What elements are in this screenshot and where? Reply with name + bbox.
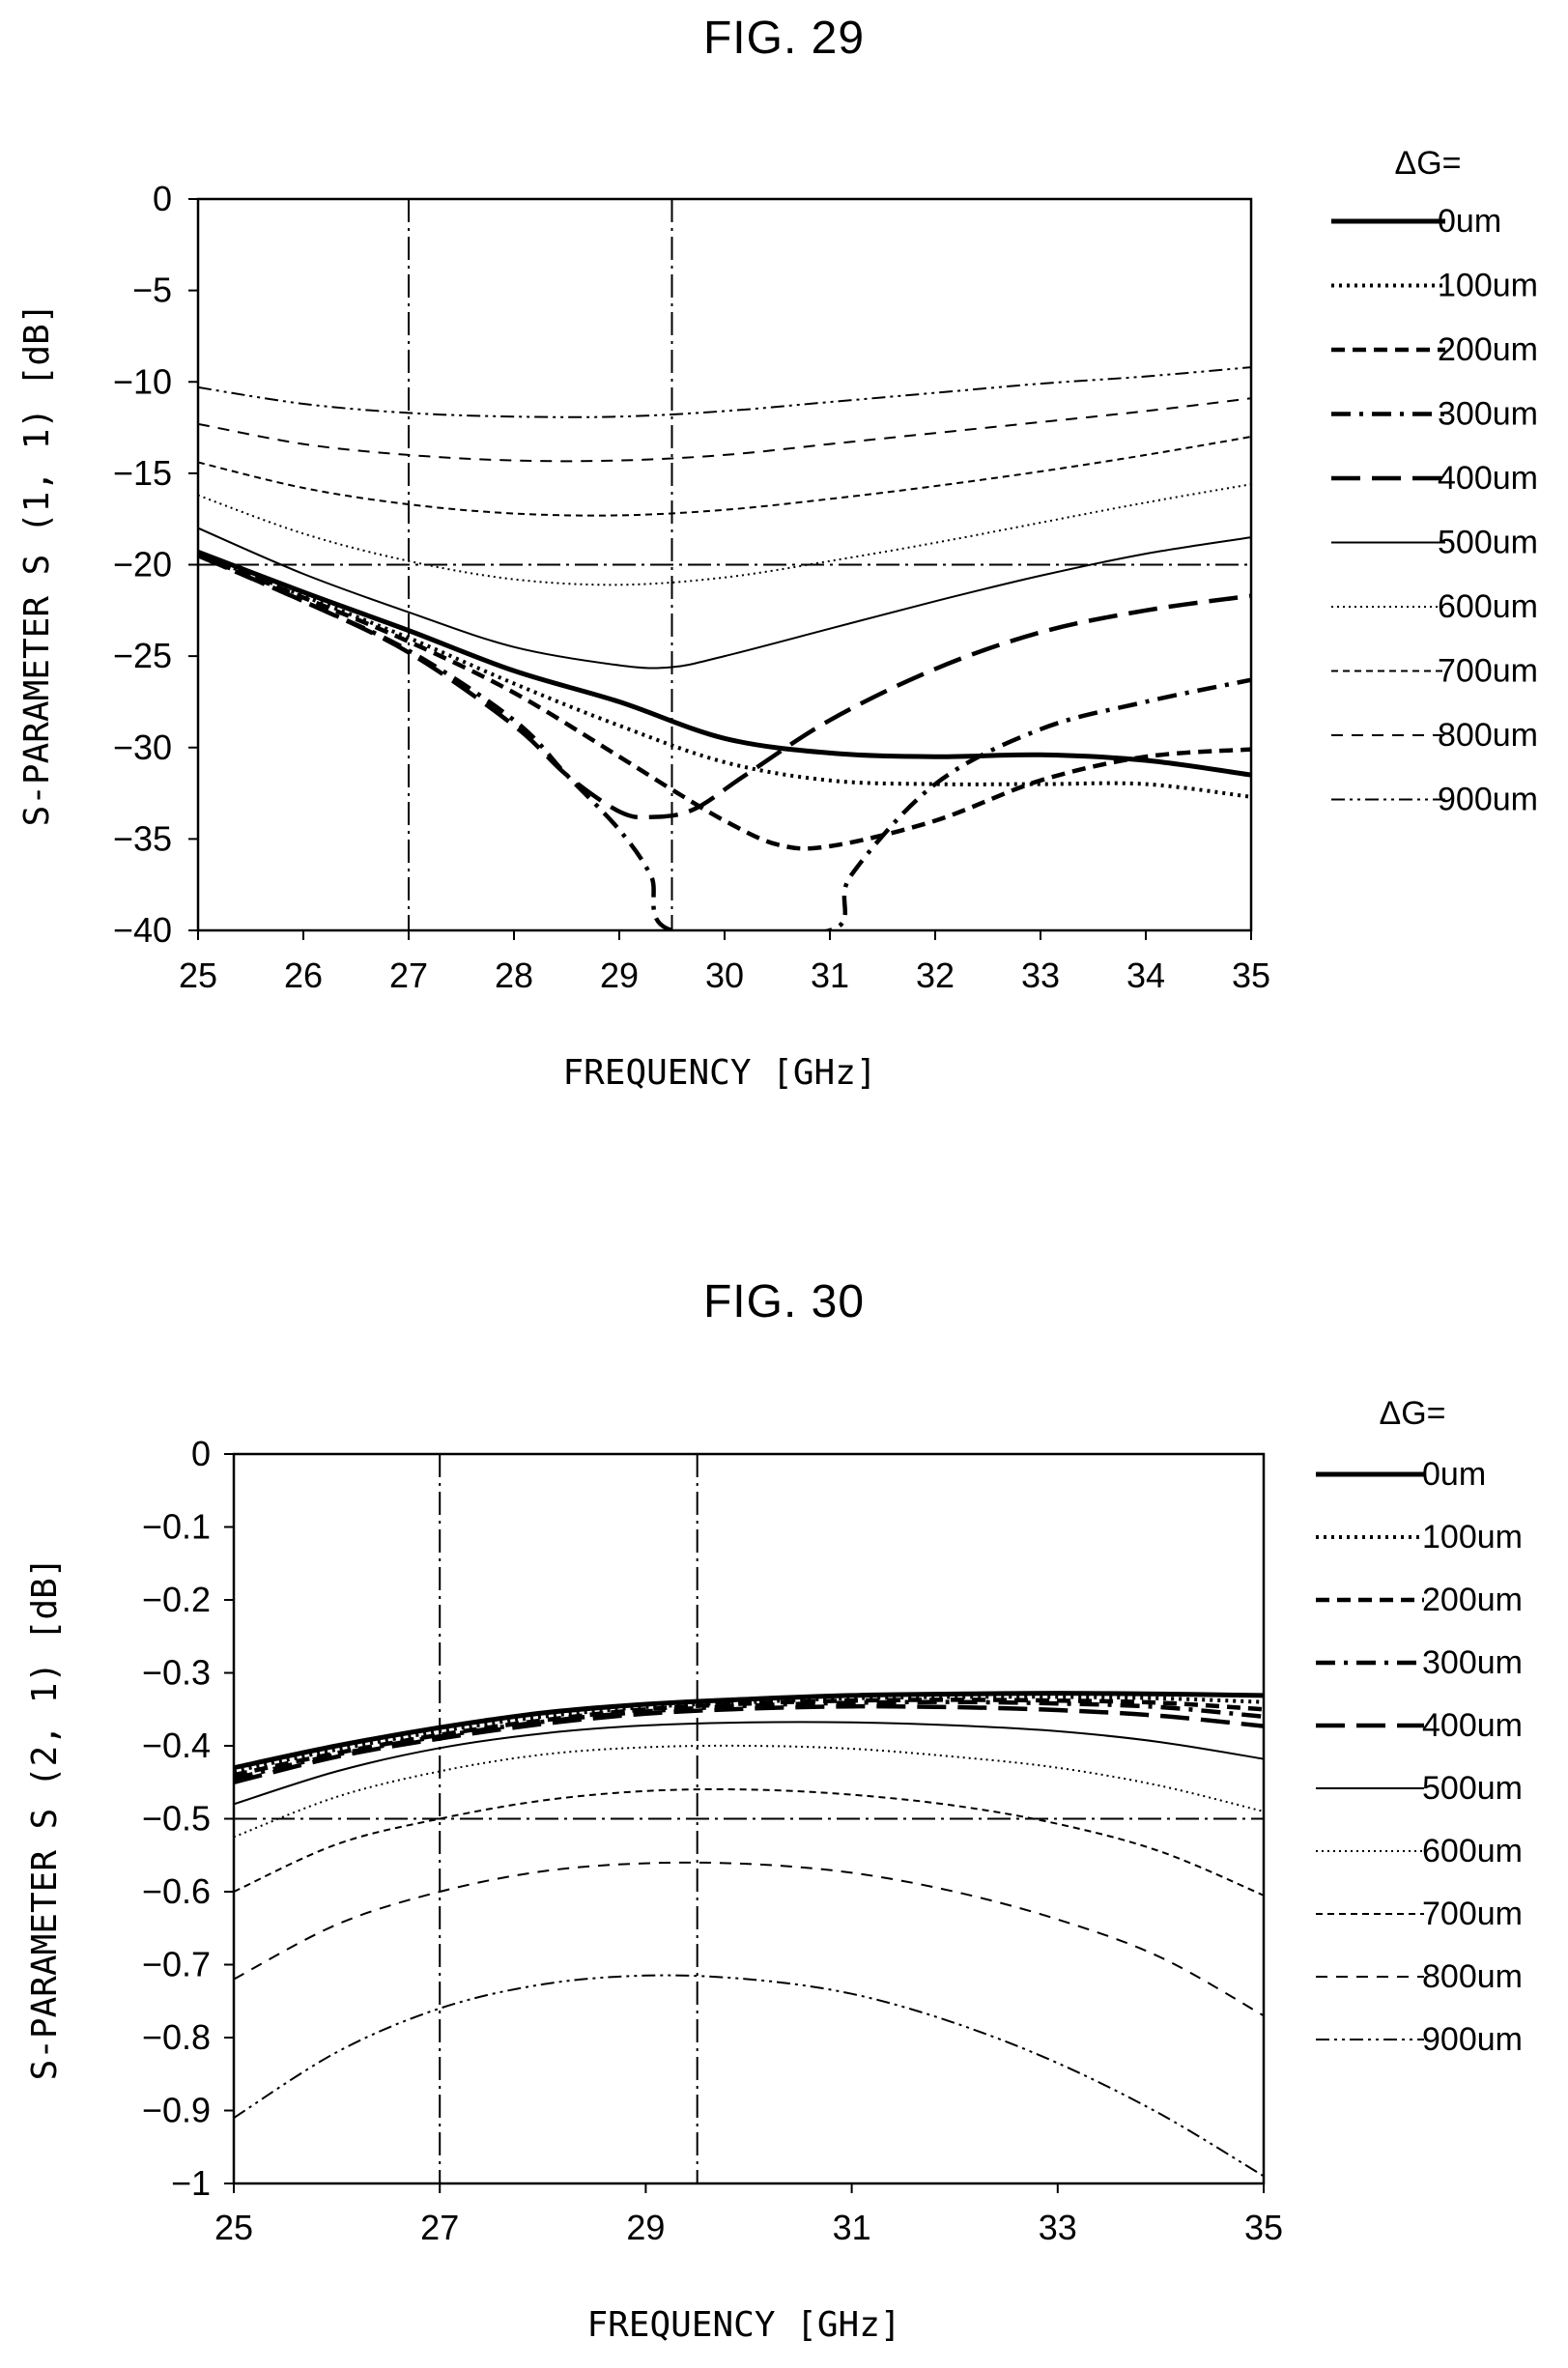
x-tick-label: 26 [284, 956, 323, 995]
chart-1: 25 26 27 28 29 30 31 32 33 34 35 0 −5 −10 −15 −20 −25 −30… [17, 145, 1538, 1093]
legend: ΔG= 0um 100um 200um 300um 400um 500um 600um 700u… [1316, 1395, 1523, 2058]
series-group [198, 366, 1251, 930]
x-tick-label: 34 [1126, 956, 1165, 995]
legend-label-800um: 800um [1422, 1958, 1523, 1995]
legend: ΔG= 0um 100um 200um 300um 400um 500um 600um 700u… [1331, 145, 1538, 818]
y-tick-label: −0.1 [142, 1507, 211, 1547]
legend-label-500um: 500um [1438, 525, 1538, 561]
x-axis-label: FREQUENCY [GHz] [586, 2305, 900, 2345]
y-tick-label: −40 [113, 910, 172, 950]
legend-label-0um: 0um [1422, 1456, 1486, 1493]
x-tick-label: 33 [1021, 956, 1060, 995]
figure-29-title: FIG. 29 [702, 13, 866, 64]
x-tick-label: 35 [1244, 2208, 1283, 2247]
x-tick-label: 27 [420, 2208, 459, 2247]
series-line-800um [198, 397, 1251, 463]
series-line-900um [234, 1974, 1264, 2178]
series-line-700um [198, 436, 1251, 517]
legend-label-400um: 400um [1422, 1707, 1523, 1744]
series-line-600um [198, 483, 1251, 586]
y-axis-label: S-PARAMETER S (2, 1) [dB] [25, 1557, 65, 2081]
y-tick-label: −0.2 [142, 1580, 211, 1619]
legend-label-200um: 200um [1422, 1582, 1523, 1618]
legend-label-300um: 300um [1422, 1644, 1523, 1681]
y-tick-label: −0.8 [142, 2017, 211, 2057]
x-tick-label: 28 [495, 956, 533, 995]
y-tick-label: 0 [153, 179, 172, 218]
legend-label-500um: 500um [1422, 1770, 1523, 1807]
legend-label-900um: 900um [1422, 2021, 1523, 2058]
x-tick-label: 33 [1039, 2208, 1077, 2247]
series-line-800um [234, 1861, 1264, 2017]
y-tick-label: −10 [113, 361, 172, 401]
x-tick-label: 27 [389, 956, 428, 995]
y-tick-label: −30 [113, 728, 172, 767]
series-line-100um [198, 552, 1251, 799]
legend-label-100um: 100um [1422, 1519, 1523, 1555]
series-line-400um [198, 553, 1251, 820]
series-line-500um [234, 1721, 1264, 1806]
legend-label-200um: 200um [1438, 331, 1538, 368]
legend-label-100um: 100um [1438, 268, 1538, 304]
series-line-0um [198, 549, 1251, 778]
y-tick-label: −0.3 [142, 1653, 211, 1693]
legend-label-0um: 0um [1438, 203, 1501, 240]
x-axis-label: FREQUENCY [GHz] [562, 1053, 876, 1093]
legend-label-600um: 600um [1422, 1833, 1523, 1869]
legend-label-900um: 900um [1438, 782, 1538, 818]
legend-label-700um: 700um [1438, 653, 1538, 690]
legend-label-300um: 300um [1438, 396, 1538, 433]
legend-label-600um: 600um [1438, 588, 1538, 625]
y-tick-label: −5 [132, 271, 172, 310]
series-line-0um [234, 1691, 1264, 1771]
y-tick-label: −0.9 [142, 2091, 211, 2130]
legend-title: ΔG= [1394, 145, 1461, 182]
x-tick-label: 31 [833, 2208, 871, 2247]
series-line-900um [198, 366, 1251, 418]
x-tick-label: 25 [214, 2208, 253, 2247]
series-line-300um [198, 553, 1251, 930]
y-tick-label: −0.7 [142, 1945, 211, 1984]
chart-2: 25 27 29 31 33 35 0 −0.1 −0.2 −0.3 −0.4 −0.5 −0.6 −0.… [25, 1395, 1523, 2345]
x-tick-label: 32 [916, 956, 955, 995]
series-line-500um [198, 527, 1251, 670]
x-tick-label: 29 [600, 956, 639, 995]
series-line-200um [198, 553, 1251, 851]
series-line-400um [234, 1703, 1264, 1784]
series-group [234, 1691, 1264, 2178]
y-tick-label: −15 [113, 453, 172, 493]
figure-30-title: FIG. 30 [702, 1276, 866, 1327]
legend-label-700um: 700um [1422, 1896, 1523, 1932]
y-tick-label: −35 [113, 818, 172, 858]
x-tick-label: 30 [705, 956, 744, 995]
y-tick-label: −25 [113, 636, 172, 675]
x-tick-label: 35 [1232, 956, 1270, 995]
series-line-300um [234, 1699, 1264, 1782]
y-tick-label: 0 [191, 1434, 211, 1473]
y-tick-label: −0.4 [142, 1726, 211, 1765]
legend-label-800um: 800um [1438, 717, 1538, 754]
legend-label-400um: 400um [1438, 460, 1538, 497]
series-line-700um [234, 1788, 1264, 1897]
y-tick-label: −0.5 [142, 1799, 211, 1839]
y-tick-label: −0.6 [142, 1871, 211, 1911]
y-tick-label: −1 [171, 2163, 211, 2203]
x-tick-label: 31 [811, 956, 849, 995]
x-tick-label: 25 [179, 956, 217, 995]
y-axis-label: S-PARAMETER S (1, 1) [dB] [17, 303, 57, 827]
legend-title: ΔG= [1379, 1395, 1445, 1432]
x-tick-label: 29 [626, 2208, 665, 2247]
y-tick-label: −20 [113, 545, 172, 585]
